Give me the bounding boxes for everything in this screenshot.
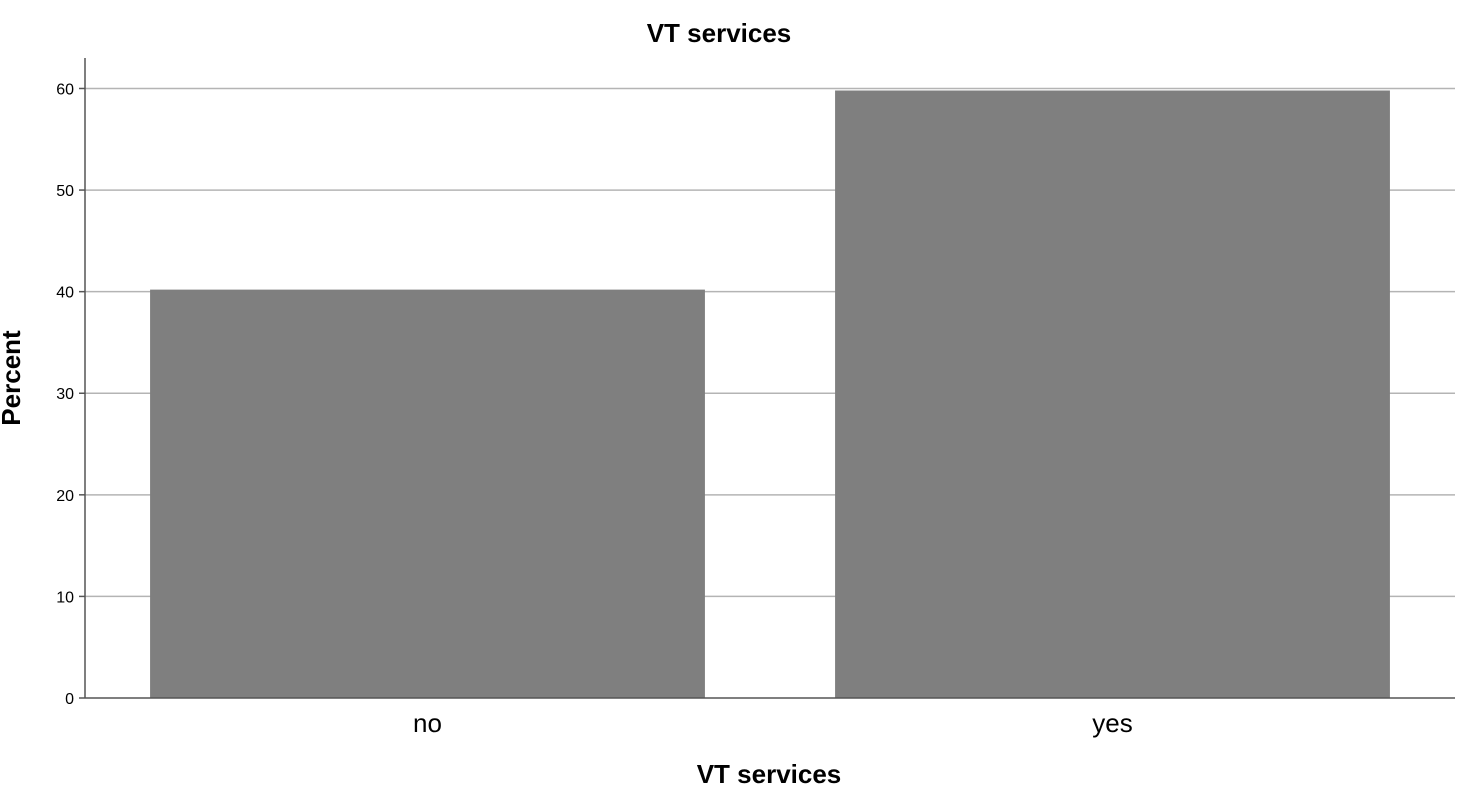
y-axis-label: Percent <box>0 330 26 426</box>
x-tick-label-yes: yes <box>1092 708 1132 738</box>
bar-yes <box>835 90 1390 698</box>
y-tick-label: 40 <box>56 285 74 302</box>
bars <box>150 90 1390 698</box>
y-tick-label: 20 <box>56 488 74 505</box>
bar-no <box>150 289 705 698</box>
axes <box>84 58 1455 699</box>
x-axis-label: VT services <box>697 759 842 789</box>
x-tick-label-no: no <box>413 708 442 738</box>
y-tick-label: 30 <box>56 386 74 403</box>
chart-title: VT services <box>647 18 792 48</box>
y-tick-label: 10 <box>56 589 74 606</box>
y-tick-labels: 0 10 20 30 40 50 60 <box>56 81 74 708</box>
y-tick-label: 60 <box>56 81 74 98</box>
y-tick-label: 50 <box>56 183 74 200</box>
x-tick-labels: no yes <box>413 708 1133 738</box>
y-tick-label: 0 <box>65 691 74 708</box>
